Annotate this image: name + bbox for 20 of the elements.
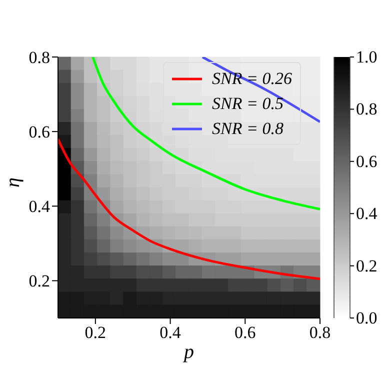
x-tick-label: 0.6	[234, 323, 256, 342]
color-bar-label: 0.4	[356, 204, 378, 224]
color-bar-label: 0.8	[356, 100, 378, 119]
x-axis-title: p	[182, 341, 194, 363]
x-tick-label: 0.2	[84, 323, 106, 342]
y-tick-label: 0.6	[28, 122, 50, 142]
y-axis-title: η	[2, 178, 24, 188]
x-tick-label: 0.4	[160, 323, 182, 342]
y-tick-label: 0.2	[28, 272, 50, 291]
legend-label: SNR = 0.5	[212, 93, 284, 115]
legend-label: SNR = 0.26	[212, 68, 292, 90]
legend-label: SNR = 0.8	[212, 118, 284, 140]
color-bar-label: 0.0	[356, 308, 378, 328]
color-bar-label: 1.0	[356, 48, 378, 66]
color-bar-label: 0.6	[356, 152, 378, 171]
y-tick-label: 0.8	[28, 48, 50, 68]
y-tick-label: 0.4	[28, 197, 50, 216]
x-tick-label: 0.8	[309, 323, 331, 342]
color-bar-label: 0.2	[356, 256, 378, 276]
colorbar: 0.0 0.2 0.4 0.6 0.8 1.0	[332, 8, 384, 370]
